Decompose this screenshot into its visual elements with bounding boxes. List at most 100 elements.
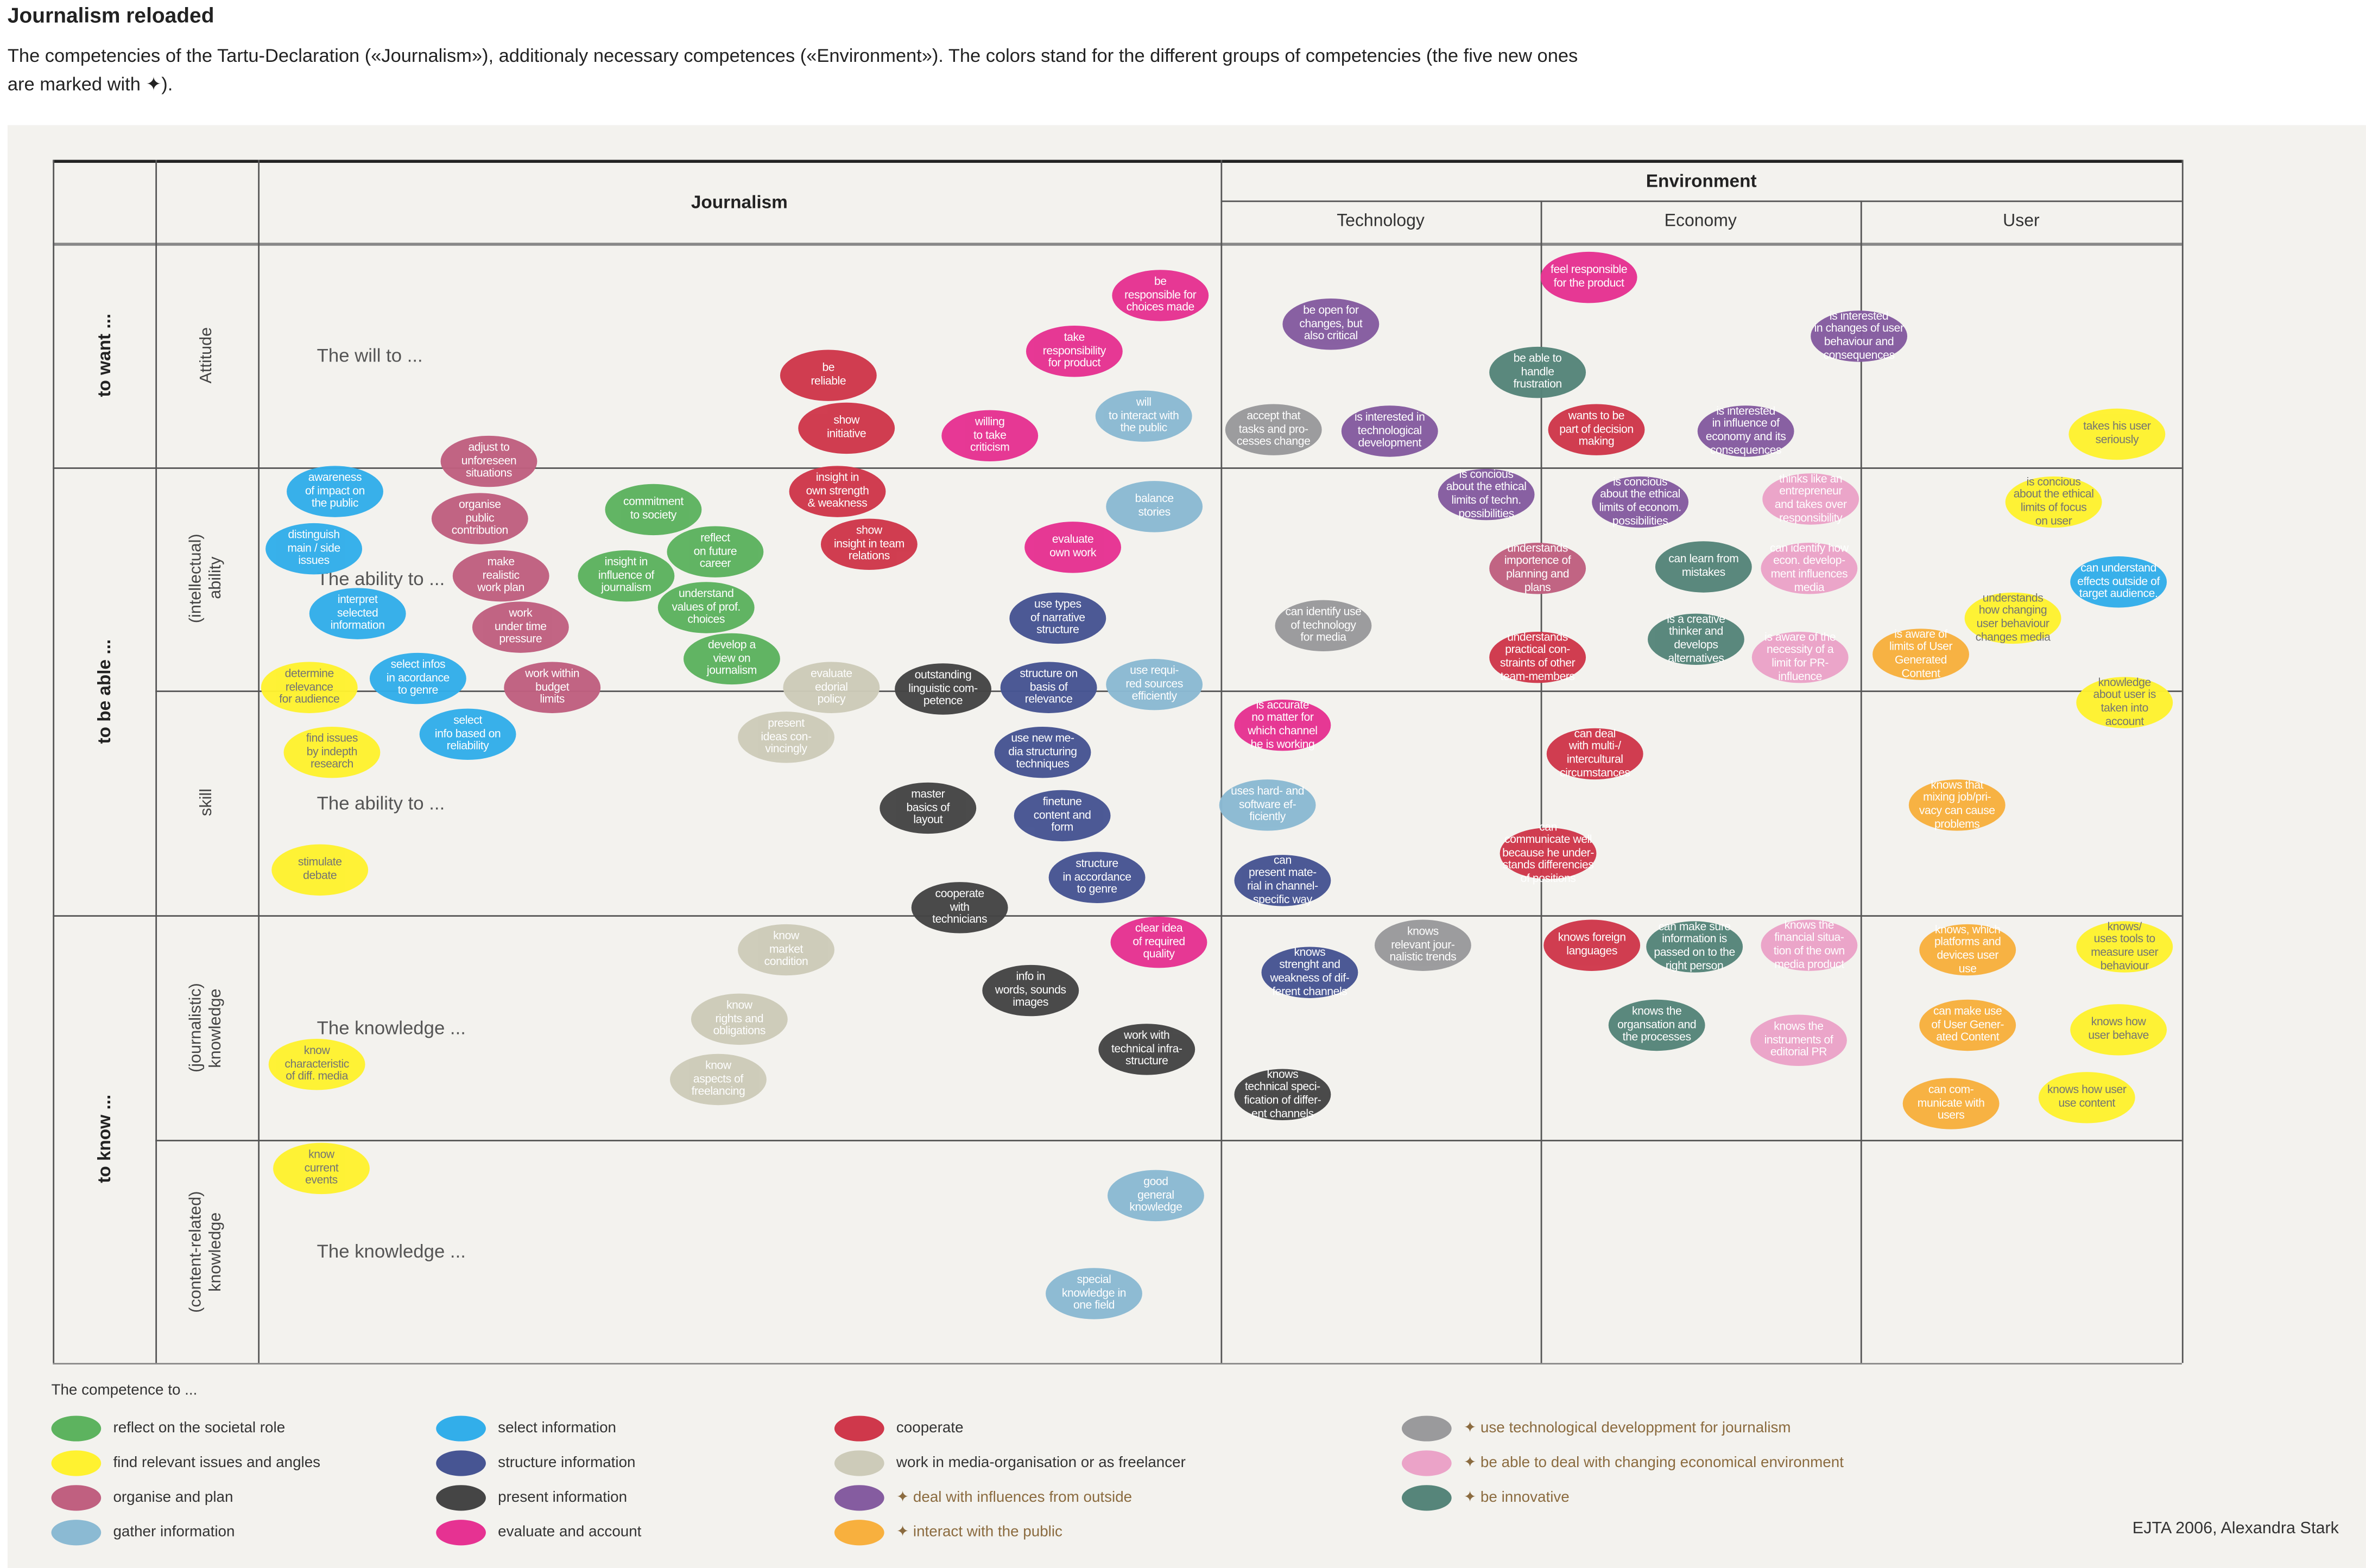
competence-bubble: can make sure information is passed on t… xyxy=(1646,920,1743,973)
competence-bubble: know rights and obligations xyxy=(691,993,788,1045)
row-ability: (intellectual) ability xyxy=(155,467,258,690)
competence-bubble: find issues by indepth research xyxy=(283,726,381,778)
competence-bubble: can make use of User Gener- ated Content xyxy=(1919,999,2016,1051)
legend-label: organise and plan xyxy=(113,1489,233,1507)
competence-bubble: be open for changes, but also critical xyxy=(1282,299,1380,350)
legend-swatch xyxy=(51,1520,102,1546)
competence-bubble: knows foreign languages xyxy=(1543,919,1641,971)
row-intro-skill: The ability to ... xyxy=(317,793,445,815)
grid-line xyxy=(258,160,260,1363)
legend-swatch xyxy=(436,1520,486,1546)
legend-swatch xyxy=(436,1450,486,1476)
competence-bubble: understands practical con- straints of o… xyxy=(1489,630,1586,683)
grid-line xyxy=(1860,200,1862,1363)
competence-bubble: show insight in team relations xyxy=(820,518,918,570)
legend-swatch xyxy=(51,1450,102,1476)
legend-item-reflect: reflect on the societal role xyxy=(51,1415,286,1442)
column-header-environment: Environment xyxy=(1646,169,1757,191)
legend-item-organise: organise and plan xyxy=(51,1485,233,1511)
legend-label: ✦ interact with the public xyxy=(896,1524,1062,1541)
competence-bubble: is interested in technological developme… xyxy=(1341,405,1438,457)
competence-bubble: cooperate with technicians xyxy=(911,882,1008,934)
competence-bubble: commitment to society xyxy=(605,484,702,536)
grid-line xyxy=(53,160,2182,163)
legend-swatch xyxy=(436,1485,486,1511)
legend-swatch xyxy=(834,1520,884,1546)
legend-label: ✦ use technological developpment for jou… xyxy=(1463,1420,1791,1437)
row-intro-knowledge: The knowledge ... xyxy=(317,1018,466,1039)
dimension-know: to know ... xyxy=(53,915,155,1363)
competence-bubble: work under time pressure xyxy=(472,601,569,653)
legend-item-find: find relevant issues and angles xyxy=(51,1450,320,1476)
competence-bubble: knows the organsation and the processes xyxy=(1608,999,1705,1051)
legend-swatch xyxy=(834,1450,884,1476)
competence-bubble: be reliable xyxy=(780,350,877,401)
competence-bubble: adjust to unforeseen situations xyxy=(440,435,537,487)
column-header-user: User xyxy=(2003,212,2040,231)
competence-bubble: good general knowledge xyxy=(1108,1170,1204,1222)
legend-label: ✦ be able to deal with changing economic… xyxy=(1463,1455,1844,1472)
competence-bubble: distinguish main / side issues xyxy=(265,523,363,575)
competence-bubble: knows the financial situa- tion of the o… xyxy=(1761,918,1858,971)
legend-swatch xyxy=(1401,1485,1452,1511)
competence-bubble: interpret selected information xyxy=(309,588,406,639)
grid-line xyxy=(53,467,2182,469)
competence-bubble: can understand effects outside of target… xyxy=(2070,556,2167,608)
dimension-want-label: to want ... xyxy=(93,313,115,397)
competence-bubble: is concious about the ethical limits of … xyxy=(1592,475,1689,528)
legend-label: reflect on the societal role xyxy=(113,1420,286,1437)
legend-item-economy: ✦ be able to deal with changing economic… xyxy=(1401,1450,1844,1476)
legend-label: find relevant issues and angles xyxy=(113,1455,321,1472)
row-skill: skill xyxy=(155,690,258,915)
legend-item-innovative: ✦ be innovative xyxy=(1401,1485,1570,1511)
row-intro-will: The will to ... xyxy=(317,345,423,367)
row-intro-content-knowledge: The knowledge ... xyxy=(317,1241,466,1262)
column-header-technology: Technology xyxy=(1337,212,1425,231)
competence-bubble: can learn from mistakes xyxy=(1655,541,1752,593)
page-subtitle: The competencies of the Tartu-Declaratio… xyxy=(7,45,1578,96)
competence-bubble: outstanding linguistic com- petence xyxy=(895,663,992,715)
grid-line xyxy=(53,243,2182,246)
legend-item-gather: gather information xyxy=(51,1520,235,1546)
competence-bubble: knows how user use content xyxy=(2038,1072,2135,1123)
competence-bubble: can communicate well because he under- s… xyxy=(1500,820,1597,885)
legend-item-public: ✦ interact with the public xyxy=(834,1520,1062,1546)
dimension-want: to want ... xyxy=(53,243,155,467)
row-skill-label: skill xyxy=(197,789,216,817)
competence-bubble: finetune content and form xyxy=(1014,790,1111,842)
competence-bubble: know aspects of freelancing xyxy=(670,1053,767,1106)
competence-bubble: takes his user seriously xyxy=(2068,408,2166,460)
competence-bubble: select infos in acordance to genre xyxy=(369,652,466,704)
competence-bubble: knows how user behave xyxy=(2070,1004,2167,1056)
competence-bubble: be responsible for choices made xyxy=(1112,270,1209,321)
competence-bubble: structure on basis of relevance xyxy=(1000,662,1097,713)
competence-bubble: make realistic work plan xyxy=(452,550,549,602)
legend-label: structure information xyxy=(498,1455,636,1472)
competence-bubble: is aware of the necessity of a limit for… xyxy=(1751,630,1849,683)
competence-bubble: select info based on reliability xyxy=(419,708,516,760)
competence-bubble: willing to take criticism xyxy=(941,410,1039,462)
competence-bubble: knows that mixing job/pri- vacy can caus… xyxy=(1908,778,2006,831)
legend-label: cooperate xyxy=(896,1420,964,1437)
row-ability-label: (intellectual) ability xyxy=(187,534,225,624)
column-header-journalism: Journalism xyxy=(691,191,788,212)
grid-line xyxy=(155,160,157,1363)
competence-bubble: insight in influence of journalism xyxy=(578,550,675,602)
column-header-economy: Economy xyxy=(1664,212,1737,231)
competence-bubble: use new me- dia structuring techniques xyxy=(994,726,1091,778)
grid-line xyxy=(2181,160,2184,1363)
competence-bubble: develop a view on journalism xyxy=(684,633,780,685)
dimension-know-label: to know ... xyxy=(93,1095,115,1184)
row-content-knowledge-label: (content-related) knowledge xyxy=(187,1190,225,1312)
competence-bubble: understands how changing user behaviour … xyxy=(1964,591,2061,644)
legend-label: ✦ be innovative xyxy=(1463,1489,1570,1507)
page-title: Journalism reloaded xyxy=(7,3,214,28)
row-intro-ability: The ability to ... xyxy=(317,568,445,590)
competence-bubble: knows/ uses tools to measure user behavi… xyxy=(2076,920,2173,973)
competence-bubble: understands importence of planning and p… xyxy=(1489,541,1586,594)
row-attitude: Attitude xyxy=(155,243,258,467)
legend-item-evaluate: evaluate and account xyxy=(436,1520,641,1546)
legend-item-select: select information xyxy=(436,1415,616,1442)
legend-swatch xyxy=(51,1485,102,1511)
legend-label: select information xyxy=(498,1420,616,1437)
